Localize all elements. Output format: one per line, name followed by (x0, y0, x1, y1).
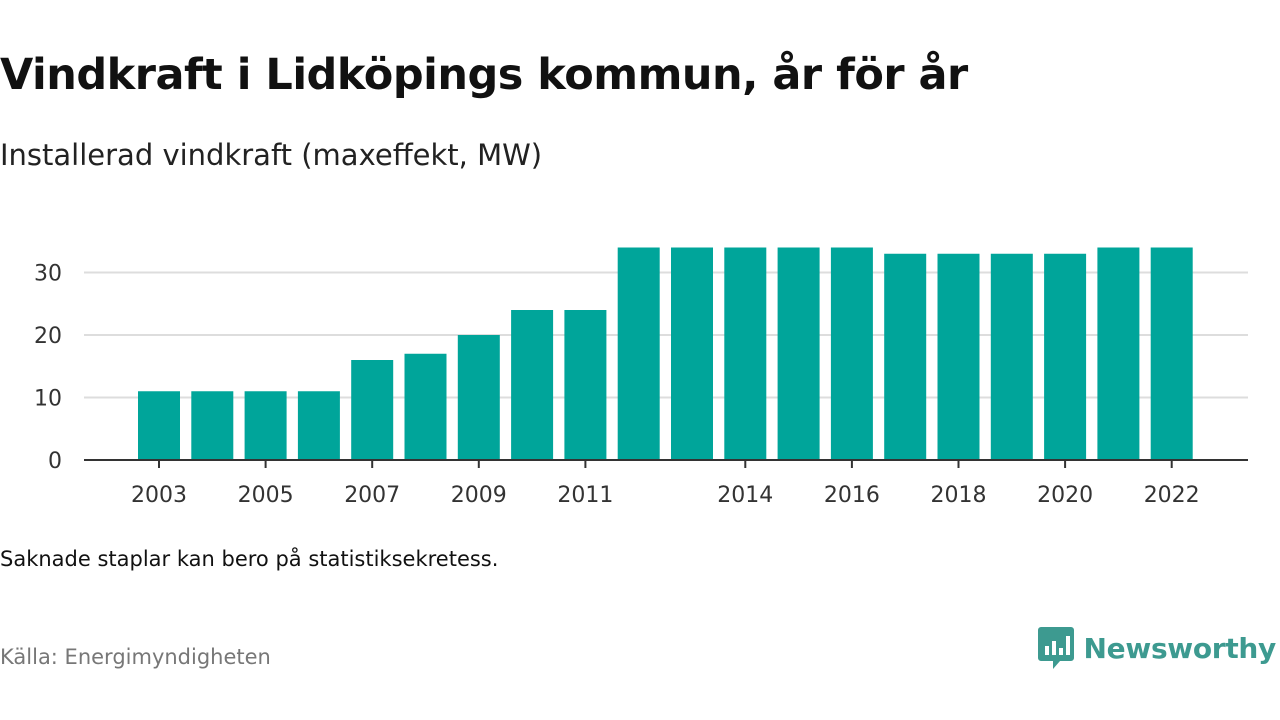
newsworthy-logo-icon (1037, 627, 1074, 669)
bar-2017 (884, 253, 927, 460)
bar-2007 (351, 360, 394, 460)
source-label: Källa: Energimyndigheten (0, 645, 271, 669)
chart-title: Vindkraft i Lidköpings kommun, år för år (0, 50, 968, 100)
bar-2004 (191, 391, 234, 460)
bar-2008 (404, 353, 447, 460)
bar-2022 (1150, 247, 1193, 460)
x-tick-label: 2016 (824, 483, 880, 508)
y-tick-label: 20 (34, 324, 62, 349)
bar-2019 (990, 253, 1033, 460)
x-tick-label: 2022 (1144, 483, 1200, 508)
x-tick-label: 2018 (931, 483, 987, 508)
y-tick-label: 30 (34, 262, 62, 287)
bar-chart: 0 10 20 30 2003 2005 2007 2009 2011 2014 2016 2018 2… (34, 247, 1248, 508)
bar-2005 (244, 391, 287, 460)
bar-2009 (457, 335, 500, 460)
x-tick-label: 2014 (717, 483, 773, 508)
bar-2013 (671, 247, 713, 460)
x-tick-label: 2020 (1037, 483, 1093, 508)
x-tick-label: 2011 (557, 483, 613, 508)
bar-2015 (777, 247, 820, 460)
bar-2010 (511, 310, 554, 460)
bar-2020 (1044, 253, 1087, 460)
bar-2018 (937, 253, 980, 460)
bar-2014 (724, 247, 767, 460)
x-tick-label: 2003 (131, 483, 187, 508)
y-tick-label: 0 (48, 449, 62, 474)
x-tick-label: 2007 (344, 483, 400, 508)
bar-2006 (297, 391, 340, 460)
chart-subtitle: Installerad vindkraft (maxeffekt, MW) (0, 138, 543, 172)
bar-2021 (1097, 247, 1140, 460)
y-tick-label: 10 (34, 387, 62, 412)
brand-name: Newsworthy (1083, 631, 1277, 665)
chart-note: Saknade staplar kan bero på statistiksek… (0, 547, 499, 571)
brand-logo: Newsworthy (1037, 627, 1277, 669)
x-tick-label: 2005 (238, 483, 294, 508)
bar-2011 (564, 310, 607, 460)
bar-2012 (617, 247, 660, 460)
x-tick-label: 2009 (451, 483, 507, 508)
bar-2003 (138, 391, 180, 460)
bar-2016 (830, 247, 873, 460)
